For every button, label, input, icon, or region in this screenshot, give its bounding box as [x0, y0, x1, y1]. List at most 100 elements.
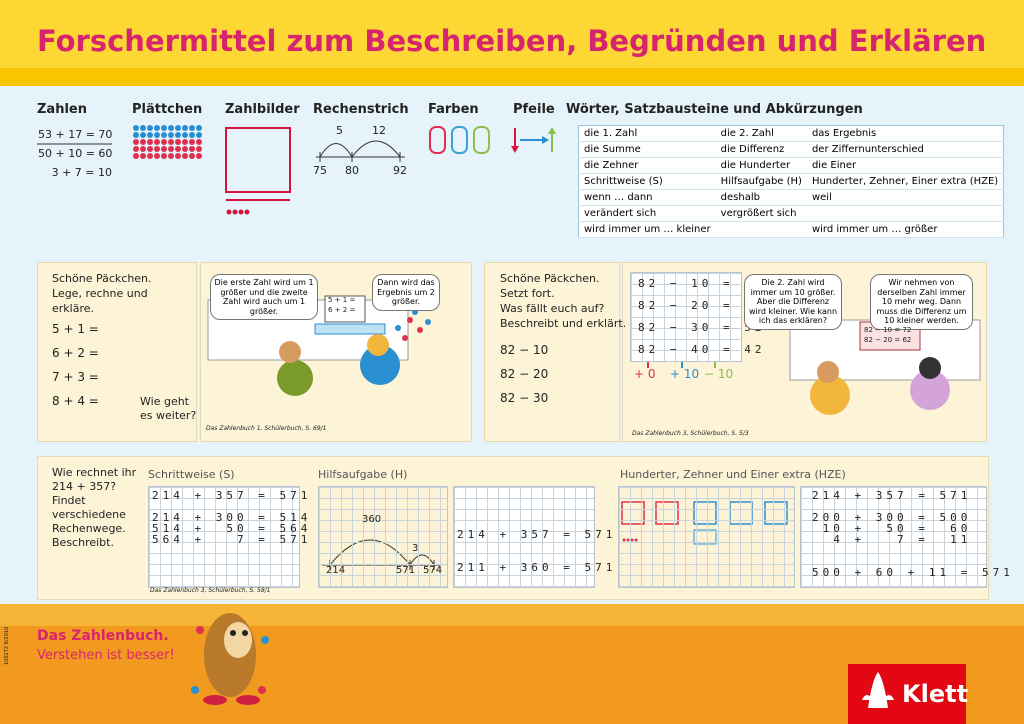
line-label: 574 [423, 565, 443, 576]
hze-grid [800, 486, 987, 588]
tool-label: Wörter, Satzbausteine und Abkürzungen [566, 102, 863, 117]
task-text: Was fällt euch auf? [500, 302, 605, 315]
word-cell: vergrößert sich [715, 205, 807, 222]
word-row: verändert sich vergrößert sich [578, 205, 1004, 222]
publisher: Klett [902, 680, 969, 708]
word-cell: die 2. Zahl [715, 125, 807, 142]
s-grid [148, 486, 300, 588]
counter [161, 132, 167, 138]
task: 8 + 4 = [52, 394, 99, 408]
counter [154, 153, 160, 159]
counter [189, 153, 195, 159]
line-label: 214 [326, 565, 346, 576]
tool-label: Zahlen [37, 102, 87, 117]
word-cell: Hilfsaufgabe (H) [715, 173, 807, 190]
counter [175, 132, 181, 138]
tool-label: Plättchen [132, 102, 203, 117]
task-text: Rechenwege. [52, 522, 126, 535]
word-cell [806, 205, 1004, 222]
counter [133, 139, 139, 145]
counter [196, 146, 202, 152]
counter [161, 125, 167, 131]
jump-label: 5 [336, 124, 343, 137]
word-cell: Schrittweise (S) [578, 173, 716, 190]
zahlen-line: 50 + 10 = 60 [38, 147, 113, 160]
counter [140, 125, 146, 131]
h-line-grid [318, 486, 448, 588]
calc-row: 214 + 357 = 571 [457, 528, 617, 541]
counter [154, 146, 160, 152]
question: es weiter? [140, 409, 197, 422]
calc-row: 564 + 7 = 571 [152, 533, 312, 546]
counter [168, 132, 174, 138]
counter [189, 146, 195, 152]
word-row: die 1. Zahl die 2. Zahl das Ergebnis [578, 125, 1004, 142]
counter [154, 132, 160, 138]
panel2-grid [630, 272, 742, 362]
task-text: Findet [52, 494, 86, 507]
counter [182, 146, 188, 152]
counter [182, 125, 188, 131]
counter [196, 125, 202, 131]
word-row: die Zehner die Hunderter die Einer [578, 157, 1004, 174]
tool-label: Pfeile [513, 102, 555, 117]
tool-label: Zahlbilder [225, 102, 300, 117]
counter [161, 146, 167, 152]
counter [147, 132, 153, 138]
counter [168, 153, 174, 159]
question: Wie geht [140, 395, 189, 408]
counter [147, 139, 153, 145]
board-text: 82 − 10 = 72 [864, 326, 912, 334]
task: 82 − 30 [500, 391, 549, 405]
counter [147, 146, 153, 152]
counter [154, 125, 160, 131]
change: + 10 [670, 367, 700, 381]
word-row: Schrittweise (S) Hilfsaufgabe (H) Hunderte… [578, 173, 1004, 190]
word-row: wenn … dann deshalb weil [578, 189, 1004, 206]
task-text: Beschreibt und erklärt. [500, 317, 627, 330]
counter [147, 125, 153, 131]
change: − 10 [704, 367, 734, 381]
word-cell [715, 221, 807, 238]
counter [196, 132, 202, 138]
board-text: 6 + 2 = [328, 306, 356, 314]
word-cell: die Summe [578, 141, 716, 158]
task-text: Setzt fort. [500, 287, 555, 300]
counter [154, 139, 160, 145]
counter [189, 132, 195, 138]
counter [168, 125, 174, 131]
counter [175, 139, 181, 145]
counter [196, 139, 202, 145]
word-cell: deshalb [715, 189, 807, 206]
word-row: wird immer um … kleiner wird immer um … g… [578, 221, 1004, 238]
counter [147, 153, 153, 159]
calc-row: 214 + 300 = 514 [152, 511, 312, 524]
word-cell: die Differenz [715, 141, 807, 158]
task-text: Lege, rechne und [52, 287, 148, 300]
word-cell: die Zehner [578, 157, 716, 174]
counter [161, 139, 167, 145]
mark-label: 92 [393, 164, 407, 177]
speech-bubble: Die erste Zahl wird um 1 größer und die … [210, 274, 318, 321]
task-text: 214 + 357? [52, 480, 117, 493]
caption: Das Zahlenbuch 3, Schülerbuch, S. 58/1 [150, 587, 271, 594]
task-text: Beschreibt. [52, 536, 114, 549]
counter [140, 132, 146, 138]
calc-row: 214 + 357 = 571 [152, 489, 312, 502]
counter [161, 153, 167, 159]
word-cell: wird immer um … kleiner [578, 221, 716, 238]
counter [182, 132, 188, 138]
tool-label: Farben [428, 102, 479, 117]
counter [175, 125, 181, 131]
counter [168, 146, 174, 152]
tool-label: Rechenstrich [313, 102, 409, 117]
calc-row: 200 + 300 = 500 [812, 511, 972, 524]
word-cell: die Hunderter [715, 157, 807, 174]
counter [133, 132, 139, 138]
calc-row: 500 + 60 + 11 = 571 [812, 566, 1014, 579]
speech-bubble: Wir nehmen von derselben Zahl immer 10 m… [870, 274, 973, 330]
word-cell: das Ergebnis [806, 125, 1004, 142]
word-row: die Summe die Differenz der Ziffernuntersc… [578, 141, 1004, 158]
